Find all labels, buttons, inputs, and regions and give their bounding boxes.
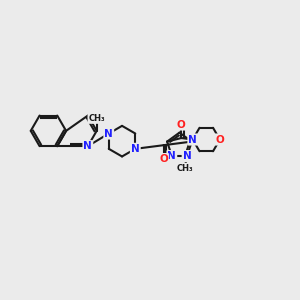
Text: N: N xyxy=(188,134,197,145)
Text: CH₃: CH₃ xyxy=(176,164,193,173)
Text: N: N xyxy=(183,151,191,161)
Text: N: N xyxy=(131,144,140,154)
Text: O: O xyxy=(159,154,168,164)
Text: O: O xyxy=(215,134,224,145)
Text: CH₃: CH₃ xyxy=(88,114,105,123)
Text: N: N xyxy=(104,128,113,139)
Text: N: N xyxy=(83,141,92,151)
Text: O: O xyxy=(177,119,186,130)
Text: N: N xyxy=(167,151,176,161)
